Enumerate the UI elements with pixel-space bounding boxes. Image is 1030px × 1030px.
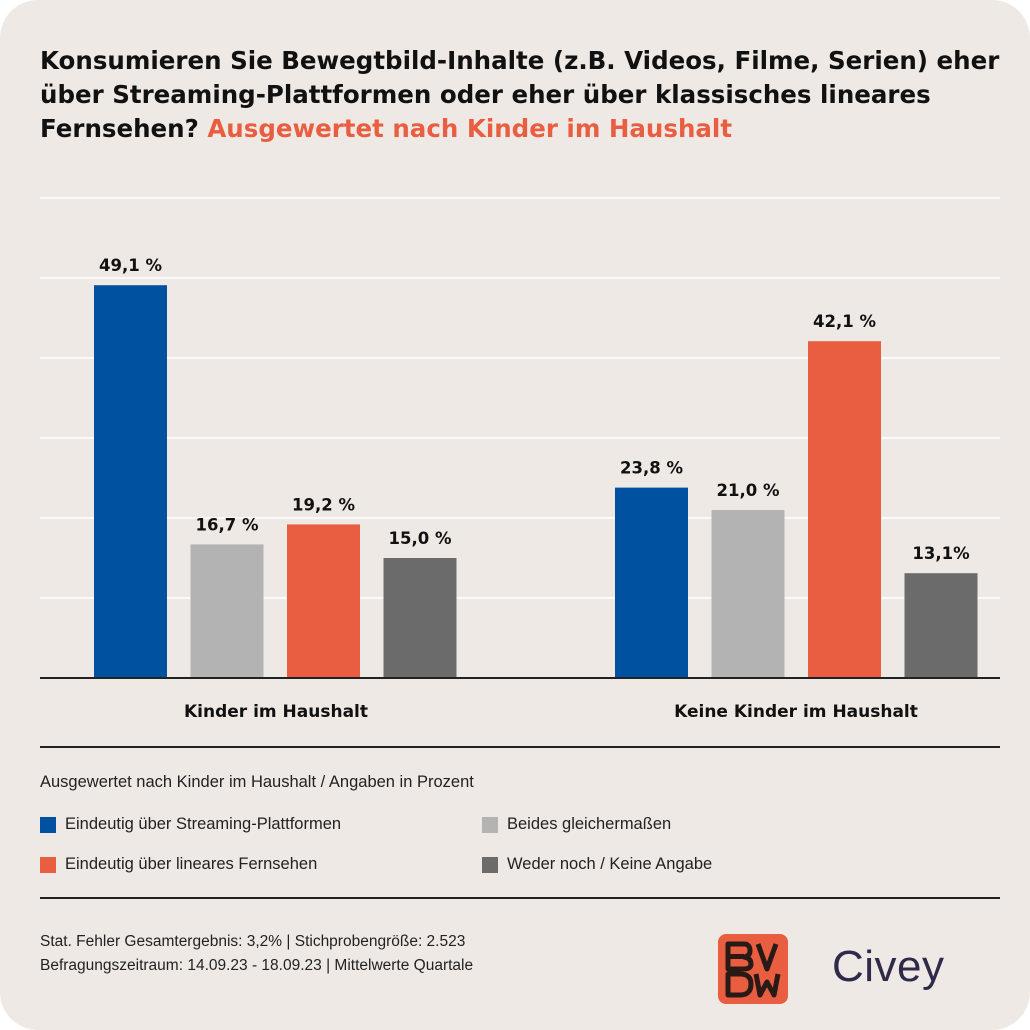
data-label: 23,8 % <box>620 459 683 478</box>
data-label: 15,0 % <box>389 529 452 548</box>
legend-label-weder: Weder noch / Keine Angabe <box>507 855 713 873</box>
separator-top <box>40 746 1000 748</box>
legend-label-linear: Eindeutig über lineares Fernsehen <box>65 855 318 873</box>
data-label: 16,7 % <box>196 515 259 534</box>
legend-swatch-beides <box>482 816 498 833</box>
legend-item-streaming: Eindeutig über Streaming-Plattformen <box>40 815 341 834</box>
legend-swatch-linear <box>40 856 56 873</box>
chart-title: Konsumieren Sie Bewegtbild-Inhalte (z.B.… <box>40 44 1000 146</box>
category-label-keine-kinder: Keine Kinder im Haushalt <box>674 702 918 722</box>
bar <box>190 544 264 678</box>
civey-logo: Civey <box>832 942 945 991</box>
bar <box>615 487 688 678</box>
bar <box>808 341 881 678</box>
legend-swatch-weder <box>482 856 498 873</box>
bar <box>94 285 167 678</box>
chart-title-accent: Ausgewertet nach Kinder im Haushalt <box>207 114 733 143</box>
bvdw-logo-mark <box>725 941 781 998</box>
data-label: 19,2 % <box>292 495 355 514</box>
legend-swatch-streaming <box>40 816 56 833</box>
bar <box>904 573 978 678</box>
footer-survey-period: Befragungszeitraum: 14.09.23 - 18.09.23 … <box>40 957 474 974</box>
data-label: 21,0 % <box>717 481 780 500</box>
bar-chart: 49,1 % 23,8 % 16,7 % 21,0 % 19,2 % 42,1 % 15,0… <box>40 197 1000 679</box>
data-label: 13,1% <box>912 544 970 563</box>
bar <box>383 558 457 678</box>
chart-title-main: Konsumieren Sie Bewegtbild-Inhalte (z.B.… <box>40 46 1000 143</box>
legend-item-weder: Weder noch / Keine Angabe <box>482 855 712 874</box>
data-label: 42,1 % <box>813 312 876 331</box>
separator-bottom <box>40 897 1000 899</box>
category-label-kinder: Kinder im Haushalt <box>183 702 368 722</box>
legend-label-streaming: Eindeutig über Streaming-Plattformen <box>65 815 342 833</box>
legend-item-linear: Eindeutig über lineares Fernsehen <box>40 855 317 874</box>
bvdw-logo <box>718 934 788 1004</box>
bar <box>711 510 785 678</box>
legend-title: Ausgewertet nach Kinder im Haushalt / An… <box>40 773 474 791</box>
legend-item-beides: Beides gleichermaßen <box>482 815 671 834</box>
data-label: 49,1 % <box>99 256 162 275</box>
footer-stat-error: Stat. Fehler Gesamtergebnis: 3,2% | Stic… <box>40 933 466 950</box>
bar <box>287 524 360 678</box>
legend-label-beides: Beides gleichermaßen <box>507 815 672 833</box>
